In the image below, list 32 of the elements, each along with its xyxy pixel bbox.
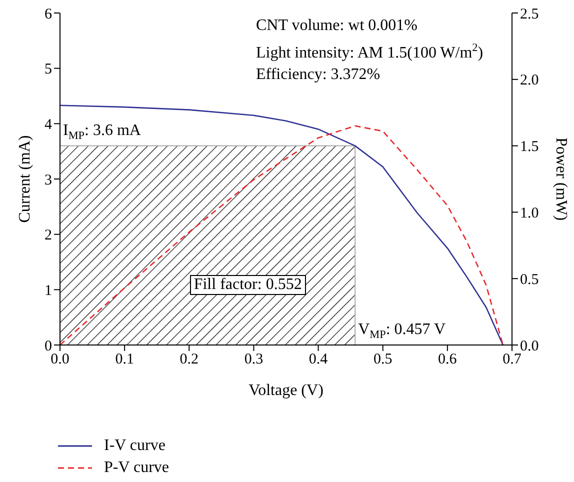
x-tick-label: 0.4: [308, 352, 328, 368]
x-tick-label: 0.2: [180, 352, 199, 368]
legend-label: P-V curve: [104, 459, 170, 477]
x-tick-label: 0.1: [115, 352, 134, 368]
x-tick-label: 0.3: [244, 352, 264, 368]
y2-tick-label: 1.5: [520, 139, 539, 156]
annotation: Light intensity: AM 1.5(100 W/m$^{2}$): [256, 42, 484, 62]
annotation: CNT volume: wt 0.001%: [256, 17, 418, 34]
y-tick-label: 6: [44, 6, 52, 22]
x-tick-label: 0.0: [50, 352, 70, 368]
y-tick-label: 1: [44, 282, 52, 299]
y2-tick-label: 0.5: [520, 272, 539, 288]
legend-label: I-V curve: [104, 437, 166, 455]
x-tick-label: 0.6: [438, 352, 458, 368]
y2-tick-label: 1.0: [520, 206, 539, 222]
annotation: Efficiency: 3.372%: [256, 66, 380, 84]
x-axis-title: Voltage (V): [248, 382, 324, 399]
y-axis-title: Current (mA): [16, 135, 34, 223]
x-tick-label: 0.7: [502, 352, 522, 368]
y2-tick-label: 2.5: [520, 6, 539, 22]
y-tick-label: 2: [44, 228, 52, 244]
y-tick-label: 0: [44, 338, 52, 354]
x-tick-label: 0.5: [373, 352, 392, 368]
y-tick-label: 3: [44, 172, 52, 188]
annotation: V$_{MP}$: 0.457 V: [358, 321, 446, 342]
y2-tick-label: 0.0: [520, 338, 539, 354]
annotation: I$_{MP}$: 3.6 mA: [63, 122, 141, 142]
band-label: Fill factor: 0.552: [190, 275, 306, 296]
y2-axis-title: Power (mW): [552, 137, 570, 221]
y2-tick-label: 2.0: [520, 72, 539, 89]
y-tick-label: 4: [44, 116, 52, 133]
y-tick-label: 5: [44, 62, 52, 78]
